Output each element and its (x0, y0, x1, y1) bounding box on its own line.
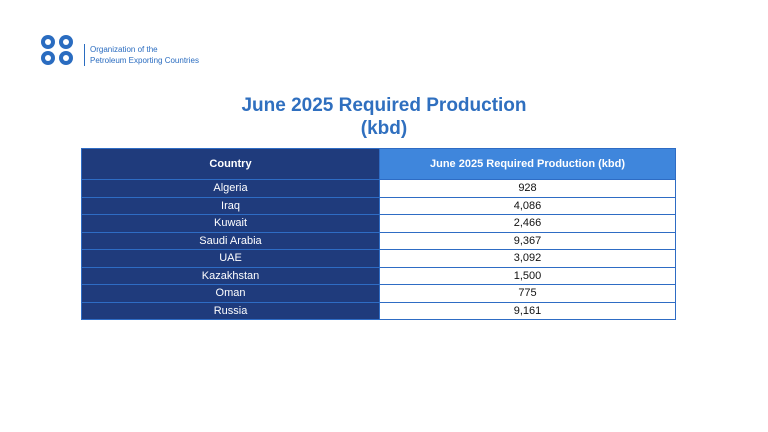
table: Country June 2025 Required Production (kb… (81, 148, 676, 320)
table-row: Kuwait 2,466 (81, 214, 676, 233)
table-row: UAE 3,092 (81, 249, 676, 268)
column-header: June 2025 Required Production (kbd) (379, 148, 676, 180)
production-cell: 9,161 (379, 301, 676, 320)
table-row: Kazakhstan 1,500 (81, 266, 676, 285)
country-cell: Iraq (81, 196, 380, 215)
country-cell: Kazakhstan (81, 266, 380, 285)
production-cell: 775 (379, 284, 676, 303)
production-cell: 4,086 (379, 196, 676, 215)
table-head: Country June 2025 Required Production (kb… (81, 148, 676, 180)
production-cell: 3,092 (379, 249, 676, 268)
production-cell: 2,466 (379, 214, 676, 233)
table-row: Iraq 4,086 (81, 196, 676, 215)
header-row: Country June 2025 Required Production (kb… (81, 148, 676, 180)
table-row: Saudi Arabia 9,367 (81, 231, 676, 250)
org-name-line: Organization of the (90, 45, 158, 54)
title: June 2025 Required Production (kbd) (0, 94, 768, 140)
country-cell: Saudi Arabia (81, 231, 380, 250)
org-name: Organization of the Petroleum Exporting … (84, 44, 199, 66)
title-line: (kbd) (360, 118, 408, 139)
country-cell: Kuwait (81, 214, 380, 233)
title-line: June 2025 Required Production (241, 95, 527, 116)
column-header: Country (81, 148, 380, 180)
production-cell: 9,367 (379, 231, 676, 250)
production-cell: 928 (379, 179, 676, 198)
table-body: Algeria 928 Iraq 4,086 Kuwait 2,466 Saudi Arab… (81, 179, 676, 320)
table-row: Algeria 928 (81, 179, 676, 198)
country-cell: Algeria (81, 179, 380, 198)
org-name-line: Petroleum Exporting Countries (90, 56, 199, 65)
production-cell: 1,500 (379, 266, 676, 285)
country-cell: Oman (81, 284, 380, 303)
country-cell: Russia (81, 301, 380, 320)
country-cell: UAE (81, 249, 380, 268)
table-row: Russia 9,161 (81, 301, 676, 320)
logo (41, 34, 73, 66)
table-row: Oman 775 (81, 284, 676, 303)
